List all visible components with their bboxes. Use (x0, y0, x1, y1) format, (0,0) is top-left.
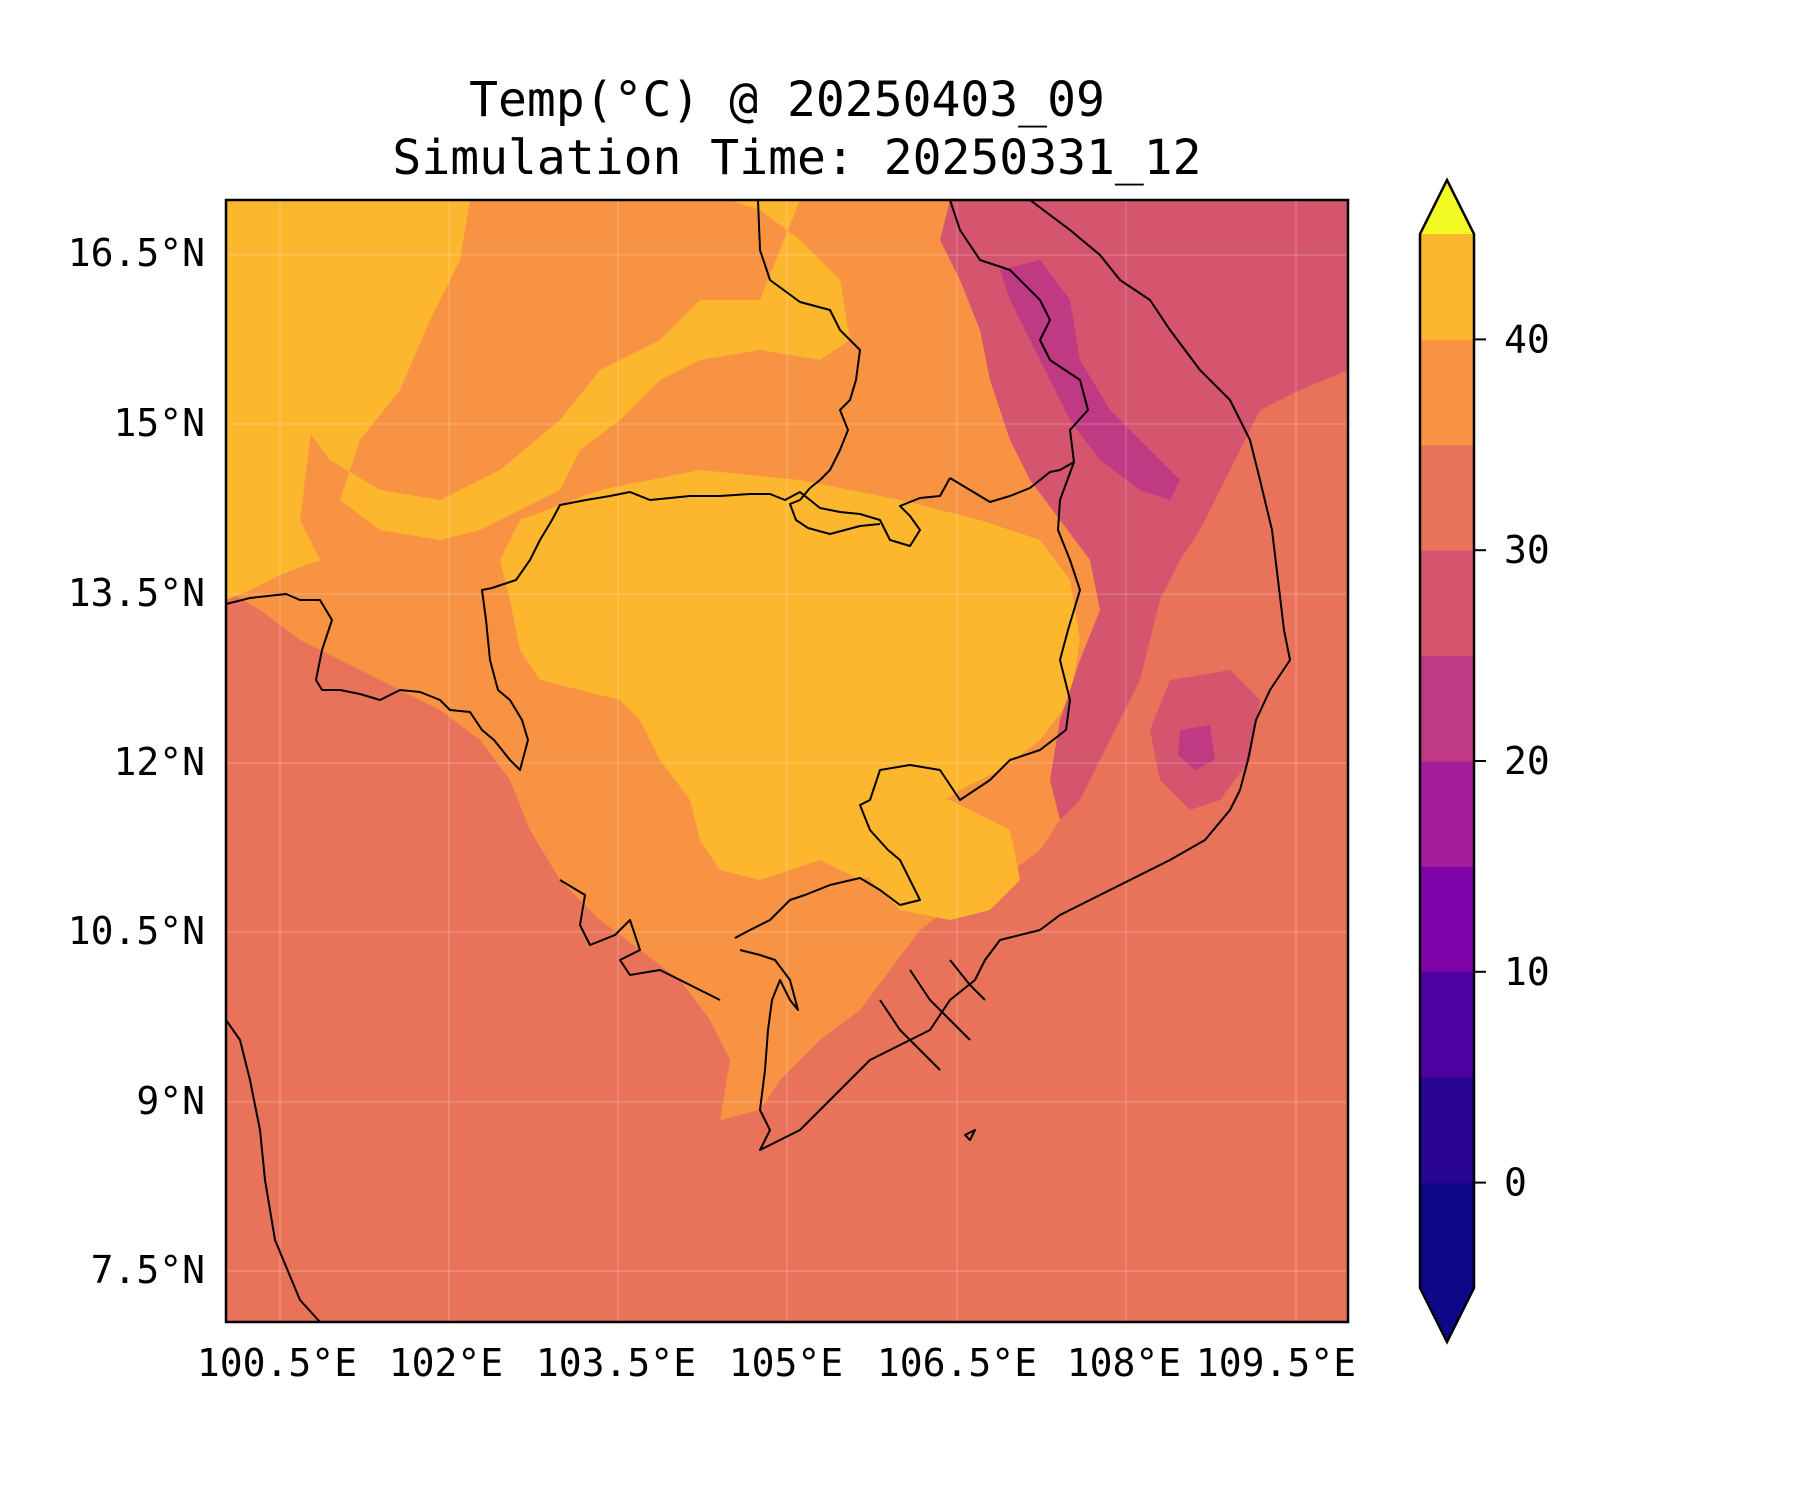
y-tick-label: 12°N (113, 740, 205, 784)
colorbar-extend-max (1420, 180, 1474, 234)
y-axis-ticks: 16.5°N 15°N 13.5°N 12°N 10.5°N 9°N 7.5°N (68, 231, 205, 1292)
laos-vietnam-border (949, 200, 1089, 731)
field-band-15-20-core-north (1000, 260, 1180, 500)
field-band-35-40-west (226, 200, 345, 600)
cambodia-laos-border (949, 461, 1075, 503)
y-tick-label: 16.5°N (68, 231, 205, 275)
colorbar-band (1420, 550, 1474, 657)
map-title-line2: Simulation Time: 20250331_12 (392, 130, 1201, 186)
delta-river-mouth-1 (879, 999, 941, 1071)
colorbar-band (1420, 761, 1474, 867)
map-frame (224, 198, 1350, 1324)
laos-thailand-mekong (757, 200, 881, 535)
colorbar-tick-label: 20 (1504, 739, 1550, 783)
field-band-35-40-north (226, 200, 850, 540)
colorbar-tick-label: 40 (1504, 317, 1550, 361)
field-band-35-40-vietnam-south (860, 790, 1020, 920)
colorbar-band (1420, 234, 1474, 340)
colorbar-band (1420, 866, 1474, 973)
colorbar-band (1420, 1182, 1474, 1289)
cambodia-coast-islands (559, 879, 721, 1001)
colorbar-bands (1420, 180, 1474, 1342)
colorbar-band (1420, 339, 1474, 446)
colorbar: 40 30 20 10 0 (1418, 177, 1550, 1345)
x-tick-label: 102°E (389, 1341, 503, 1385)
colorbar-extend-min (1420, 1288, 1474, 1342)
colorbar-band (1420, 1077, 1474, 1184)
colorbar-band (1420, 655, 1474, 762)
small-island (964, 1129, 976, 1141)
x-tick-label: 109.5°E (1196, 1341, 1356, 1385)
thailand-cambodia-border (226, 477, 951, 771)
x-axis-ticks: 100.5°E 102°E 103.5°E 105°E 106.5°E 108°… (197, 1341, 1356, 1385)
colorbar-tick-label: 30 (1504, 528, 1550, 572)
x-tick-label: 108°E (1067, 1341, 1181, 1385)
y-tick-label: 7.5°N (91, 1248, 205, 1292)
y-tick-label: 15°N (113, 401, 205, 445)
delta-river-mouth-3 (949, 959, 986, 1001)
coastlines-and-borders (226, 200, 1291, 1322)
y-tick-label: 10.5°N (68, 909, 205, 953)
colorbar-band (1420, 971, 1474, 1078)
colorbar-band (1420, 444, 1474, 551)
colorbar-tick-label: 10 (1504, 950, 1550, 994)
x-tick-label: 106.5°E (877, 1341, 1037, 1385)
y-tick-label: 9°N (136, 1079, 205, 1123)
delta-river-mouth-2 (909, 969, 971, 1041)
x-tick-label: 103.5°E (536, 1341, 696, 1385)
map-title-line1: Temp(°C) @ 20250403_09 (469, 72, 1105, 128)
mekong-delta-coast (739, 929, 1041, 1151)
gulf-of-thailand-west-coast (226, 1019, 321, 1322)
field-band-35-40-cambodia (500, 470, 1080, 880)
colorbar-ticks: 40 30 20 10 0 (1474, 317, 1550, 1205)
vietnam-east-coast (1029, 200, 1291, 931)
cambodia-vietnam-border (734, 729, 1067, 939)
colorbar-tick-label: 0 (1504, 1161, 1527, 1205)
grid-lines (226, 200, 1348, 1322)
y-tick-label: 13.5°N (68, 571, 205, 615)
x-tick-label: 100.5°E (197, 1341, 357, 1385)
x-tick-label: 105°E (729, 1341, 843, 1385)
field-band-15-20-core-south (1178, 725, 1215, 770)
colorbar-outline (1418, 177, 1476, 1345)
map-panel (226, 200, 1348, 1322)
